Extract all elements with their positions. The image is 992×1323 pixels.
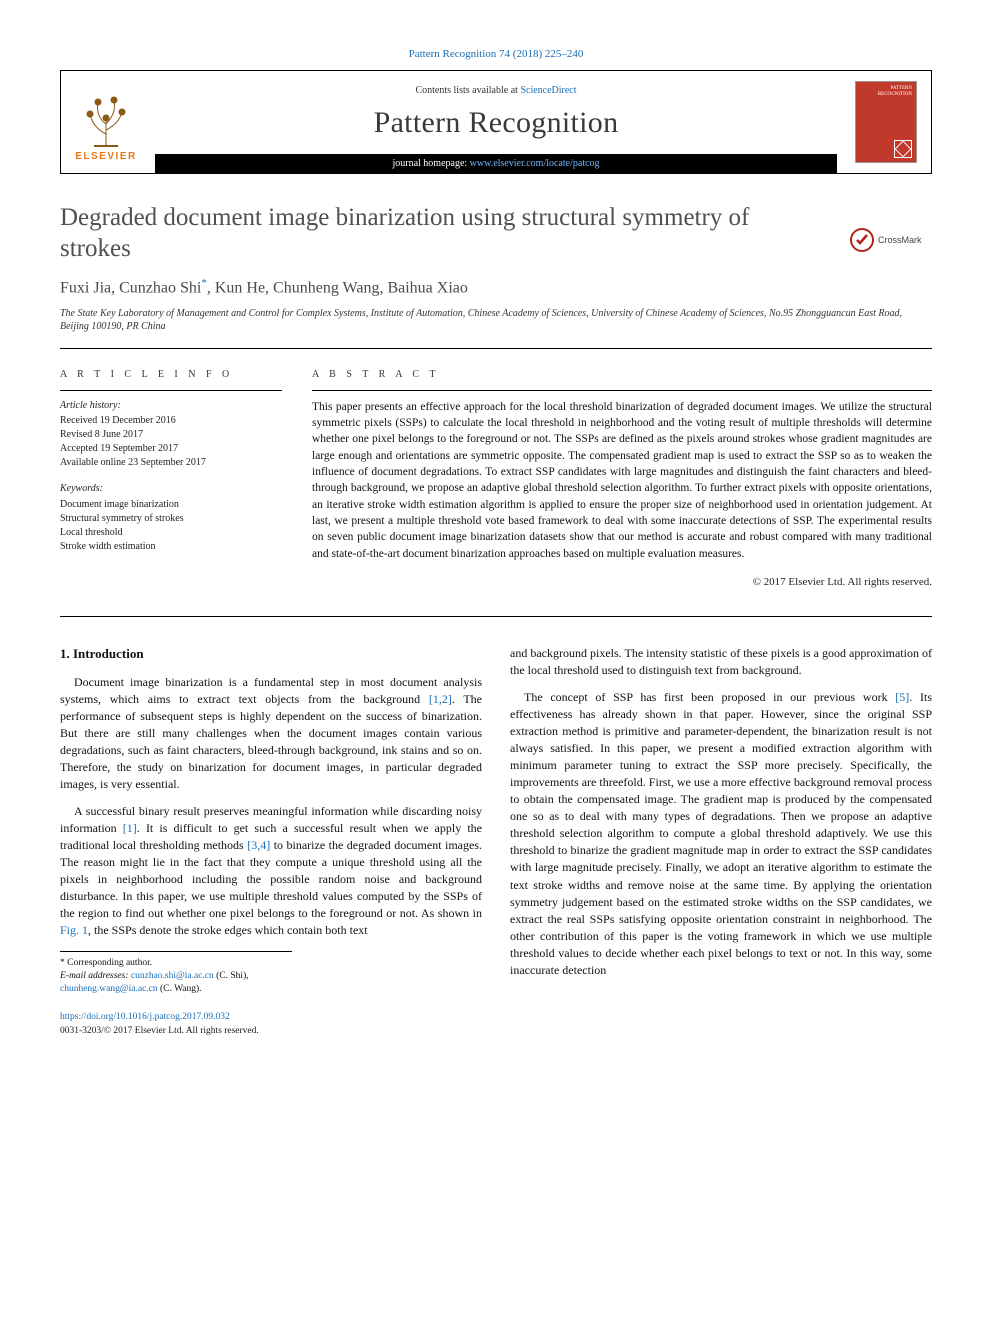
email-prefix: E-mail addresses: bbox=[60, 971, 131, 981]
journal-reference-link[interactable]: Pattern Recognition 74 (2018) 225–240 bbox=[409, 48, 584, 60]
history-online: Available online 23 September 2017 bbox=[60, 456, 282, 470]
text-run: The concept of SSP has first been propos… bbox=[524, 690, 895, 704]
citation-link[interactable]: [1] bbox=[123, 821, 137, 835]
doi-link[interactable]: https://doi.org/10.1016/j.patcog.2017.09… bbox=[60, 1012, 230, 1022]
homepage-link[interactable]: www.elsevier.com/locate/patcog bbox=[470, 158, 600, 169]
contents-prefix: Contents lists available at bbox=[415, 85, 520, 96]
email-prefix-italic: E-mail addresses: bbox=[60, 971, 131, 981]
body-paragraph: Document image binarization is a fundame… bbox=[60, 674, 482, 793]
cover-thumb-cell: PATTERN RECOGNITION bbox=[841, 71, 931, 173]
citation-link[interactable]: [3,4] bbox=[247, 838, 270, 852]
crossmark-icon bbox=[850, 228, 874, 252]
journal-cover-thumbnail[interactable]: PATTERN RECOGNITION bbox=[855, 81, 917, 163]
corresponding-author-note: * Corresponding author. bbox=[60, 957, 292, 970]
email-name: (C. Wang). bbox=[158, 984, 202, 994]
homepage-prefix: journal homepage: bbox=[392, 158, 469, 169]
history-revised: Revised 8 June 2017 bbox=[60, 428, 282, 442]
journal-header: ELSEVIER Contents lists available at Sci… bbox=[60, 70, 932, 174]
article-history-head: Article history: bbox=[60, 399, 282, 413]
homepage-bar: journal homepage: www.elsevier.com/locat… bbox=[155, 154, 837, 173]
elsevier-logo[interactable]: ELSEVIER bbox=[71, 82, 141, 162]
keyword: Local threshold bbox=[60, 526, 282, 540]
text-run: . The performance of subsequent steps is… bbox=[60, 692, 482, 791]
email-line: E-mail addresses: cunzhao.shi@ia.ac.cn (… bbox=[60, 970, 292, 996]
article-title: Degraded document image binarization usi… bbox=[60, 202, 820, 265]
elsevier-tree-icon bbox=[76, 90, 136, 148]
journal-title: Pattern Recognition bbox=[155, 106, 837, 140]
body-columns: 1. Introduction Document image binarizat… bbox=[60, 645, 932, 995]
issn-copyright: 0031-3203/© 2017 Elsevier Ltd. All right… bbox=[60, 1025, 932, 1038]
abstract-head: a b s t r a c t bbox=[312, 369, 932, 380]
cover-thumb-emblem-icon bbox=[894, 140, 912, 158]
crossmark-badge[interactable]: CrossMark bbox=[850, 228, 932, 252]
crossmark-label: CrossMark bbox=[878, 235, 922, 245]
journal-reference: Pattern Recognition 74 (2018) 225–240 bbox=[60, 48, 932, 60]
citation-link[interactable]: [1,2] bbox=[429, 692, 452, 706]
email-link[interactable]: chunheng.wang@ia.ac.cn bbox=[60, 984, 158, 994]
email-name: (C. Shi), bbox=[214, 971, 249, 981]
body-paragraph: A successful binary result preserves mea… bbox=[60, 803, 482, 939]
authors-prefix: Fuxi Jia, Cunzhao Shi bbox=[60, 279, 201, 296]
footnote-block: * Corresponding author. E-mail addresses… bbox=[60, 951, 292, 995]
divider bbox=[60, 616, 932, 617]
article-info-head: a r t i c l e i n f o bbox=[60, 369, 282, 380]
elsevier-wordmark: ELSEVIER bbox=[75, 151, 136, 162]
contents-lists-line: Contents lists available at ScienceDirec… bbox=[155, 85, 837, 96]
authors-line: Fuxi Jia, Cunzhao Shi*, Kun He, Chunheng… bbox=[60, 277, 932, 297]
publisher-logo-cell: ELSEVIER bbox=[61, 71, 151, 173]
section-heading: 1. Introduction bbox=[60, 645, 482, 663]
text-run: . Its effectiveness has already shown in… bbox=[510, 690, 932, 977]
text-run: Document image binarization is a fundame… bbox=[60, 675, 482, 706]
authors-suffix: , Kun He, Chunheng Wang, Baihua Xiao bbox=[207, 279, 468, 296]
citation-link[interactable]: [5] bbox=[895, 690, 909, 704]
page-footer-refs: https://doi.org/10.1016/j.patcog.2017.09… bbox=[60, 1011, 932, 1038]
affiliation: The State Key Laboratory of Management a… bbox=[60, 307, 932, 334]
sciencedirect-link[interactable]: ScienceDirect bbox=[520, 85, 576, 96]
abstract-copyright: © 2017 Elsevier Ltd. All rights reserved… bbox=[312, 576, 932, 588]
keyword: Structural symmetry of strokes bbox=[60, 512, 282, 526]
history-received: Received 19 December 2016 bbox=[60, 414, 282, 428]
cover-thumb-title: PATTERN RECOGNITION bbox=[860, 86, 912, 97]
article-info-block: Article history: Received 19 December 20… bbox=[60, 390, 282, 554]
keyword: Document image binarization bbox=[60, 498, 282, 512]
body-paragraph: The concept of SSP has first been propos… bbox=[510, 689, 932, 979]
body-paragraph: and background pixels. The intensity sta… bbox=[510, 645, 932, 679]
history-accepted: Accepted 19 September 2017 bbox=[60, 442, 282, 456]
email-link[interactable]: cunzhao.shi@ia.ac.cn bbox=[131, 971, 214, 981]
keyword: Stroke width estimation bbox=[60, 540, 282, 554]
figure-link[interactable]: Fig. 1 bbox=[60, 923, 88, 937]
abstract-text: This paper presents an effective approac… bbox=[312, 390, 932, 562]
text-run: , the SSPs denote the stroke edges which… bbox=[88, 923, 368, 937]
keywords-head: Keywords: bbox=[60, 482, 282, 496]
divider bbox=[60, 348, 932, 349]
